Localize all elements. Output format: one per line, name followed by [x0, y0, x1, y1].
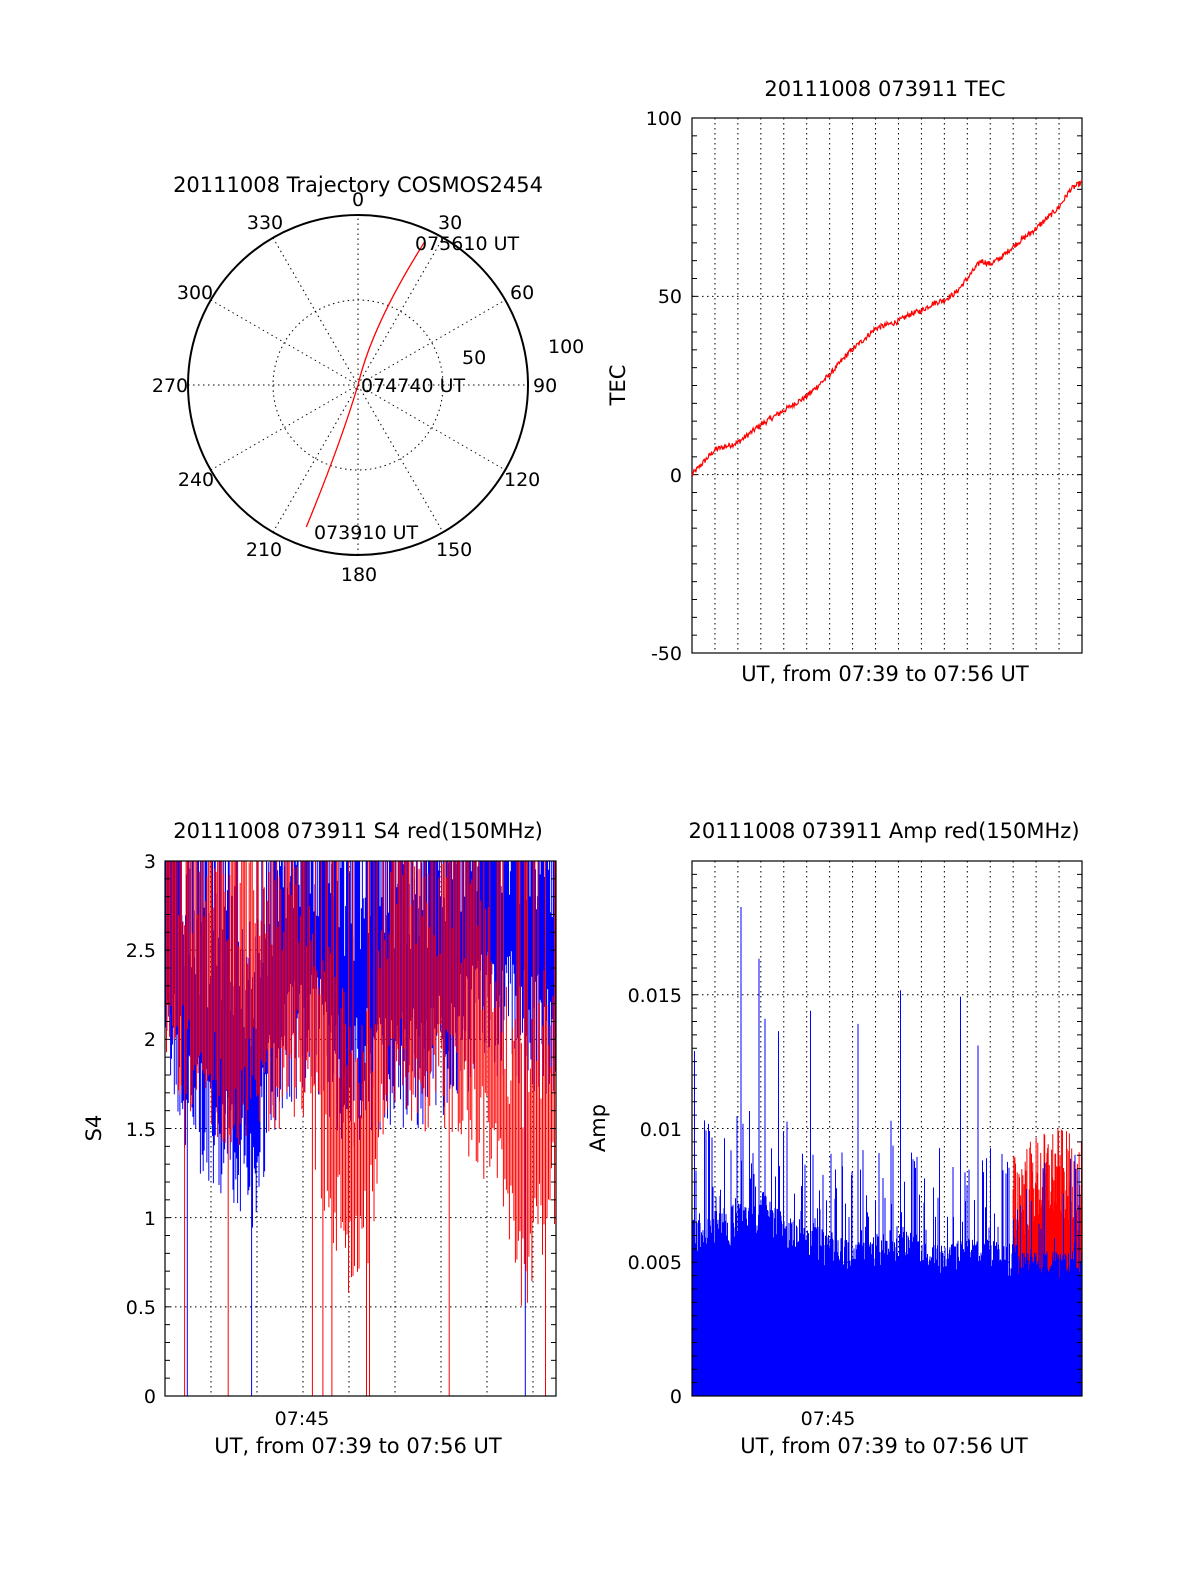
y-axis-label: Amp	[586, 1104, 610, 1152]
y-tick-label: 0	[670, 1386, 682, 1408]
x-tick-label: 07:45	[801, 1408, 856, 1430]
chart-title: 20111008 Trajectory COSMOS2454	[173, 173, 543, 197]
amp-chart: 20111008 073911 Amp red(150MHz) 0.015 0.…	[586, 819, 1083, 1458]
y-tick-label: 2.5	[126, 940, 156, 962]
trajectory-polar-chart: 20111008 Trajectory COSMOS2454 0 30 60 9…	[152, 173, 584, 586]
amp-blue-fill	[692, 1299, 1082, 1396]
x-tick-label: 07:45	[275, 1408, 330, 1430]
y-tick-label: 1	[144, 1208, 156, 1230]
y-tick-label: 0.005	[628, 1252, 682, 1274]
s4-minor-ticks	[165, 878, 556, 1379]
tec-minor-ticks	[692, 135, 1082, 636]
angular-tick-labels: 0 30 60 90 120 150 180 210 240 270 300 3…	[152, 189, 557, 586]
y-tick-label: 0	[144, 1386, 156, 1408]
angle-tick-label: 150	[436, 539, 472, 561]
s4-red-line	[164, 861, 557, 1396]
y-tick-label: 0.5	[126, 1297, 156, 1319]
tec-grid	[692, 118, 1082, 653]
angle-tick-label: 210	[246, 539, 282, 561]
s4-red-series	[164, 861, 557, 1396]
radial-tick-label: 50	[462, 347, 486, 369]
angle-tick-label: 270	[152, 375, 188, 397]
angle-tick-label: 330	[247, 212, 283, 234]
angle-tick-label: 180	[341, 564, 377, 586]
y-tick-label: 0.01	[640, 1119, 682, 1141]
angle-tick-label: 60	[510, 282, 534, 304]
s4-chart: 20111008 073911 S4 red(150MHz) 3 2.5 2 1…	[82, 819, 557, 1458]
polar-outer-circle	[187, 214, 529, 556]
y-tick-labels: 100 50 0 -50	[646, 108, 682, 665]
y-tick-label: -50	[651, 643, 682, 665]
angle-tick-label: 30	[438, 212, 462, 234]
trajectory-point-label: 074740 UT	[361, 375, 465, 397]
y-tick-label: 50	[658, 286, 682, 308]
radial-tick-label: 100	[548, 336, 584, 358]
tec-chart: 20111008 073911 TEC 100 50 0 -50 TEC UT,…	[606, 77, 1083, 686]
tec-series-line	[691, 179, 1083, 477]
plot-frame	[691, 117, 1083, 654]
y-tick-label: 0.015	[628, 985, 682, 1007]
y-tick-label: 1.5	[126, 1119, 156, 1141]
chart-title: 20111008 073911 TEC	[764, 77, 1005, 101]
y-axis-label: TEC	[606, 365, 630, 407]
y-tick-label: 0	[670, 465, 682, 487]
trajectory-point-label: 073910 UT	[314, 522, 418, 544]
x-axis-label: UT, from 07:39 to 07:56 UT	[741, 662, 1029, 686]
chart-title: 20111008 073911 S4 red(150MHz)	[173, 819, 543, 843]
trajectory-point-label: 075610 UT	[415, 233, 519, 255]
y-axis-label: S4	[82, 1115, 106, 1142]
angle-tick-label: 90	[533, 375, 557, 397]
amp-minor-ticks	[692, 873, 1082, 1384]
x-axis-label: UT, from 07:39 to 07:56 UT	[214, 1434, 502, 1458]
amp-blue-series	[691, 907, 1083, 1396]
angle-tick-label: 120	[504, 469, 540, 491]
y-tick-labels: 3 2.5 2 1.5 1 0.5 0	[126, 851, 156, 1408]
x-axis-label: UT, from 07:39 to 07:56 UT	[740, 1434, 1028, 1458]
y-tick-label: 2	[144, 1029, 156, 1051]
radial-tick-labels: 50 100	[462, 336, 584, 369]
trajectory-point-labels: 073910 UT 074740 UT 075610 UT	[314, 233, 519, 544]
chart-title: 20111008 073911 Amp red(150MHz)	[688, 819, 1079, 843]
angle-tick-label: 300	[177, 282, 213, 304]
y-tick-label: 100	[646, 108, 682, 130]
y-tick-labels: 0.015 0.01 0.005 0	[628, 985, 682, 1408]
y-tick-label: 3	[144, 851, 156, 873]
angle-tick-label: 0	[352, 189, 364, 211]
angle-tick-label: 240	[178, 469, 214, 491]
trajectory-line	[305, 240, 426, 528]
